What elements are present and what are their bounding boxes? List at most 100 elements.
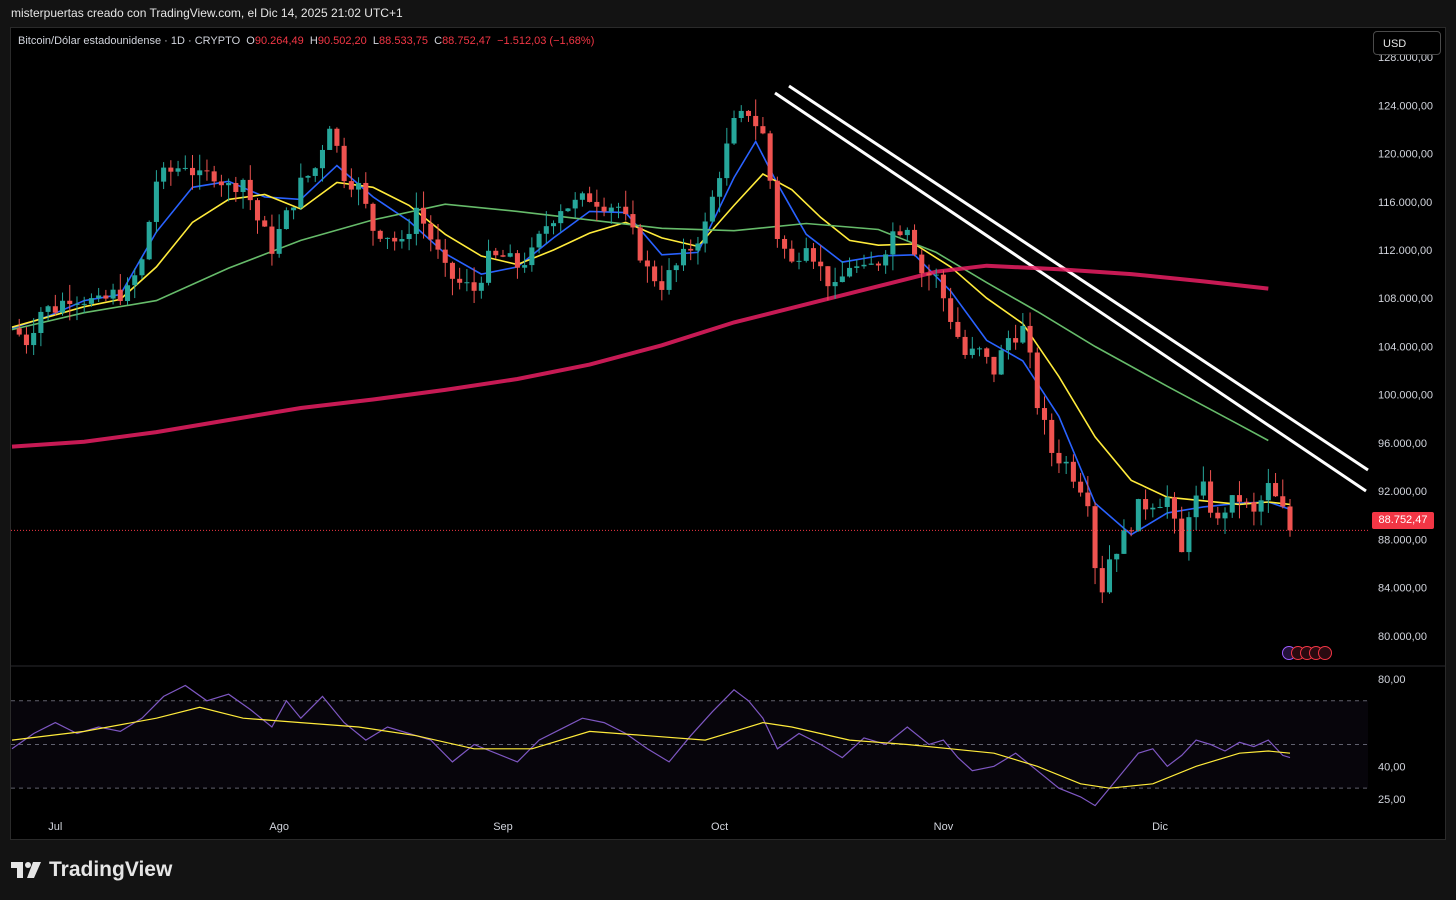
close-value: 88.752,47 (442, 35, 491, 47)
candle-body (825, 266, 831, 287)
candle-body (565, 208, 571, 212)
candle-body (1193, 495, 1199, 518)
candle-body (226, 183, 232, 186)
candle-body (146, 221, 152, 260)
last-price-tag: 88.752,47 (1372, 512, 1434, 529)
currency-button[interactable]: USD (1373, 31, 1441, 55)
candle-body (760, 126, 766, 134)
candle-body (1186, 517, 1192, 553)
candle-body (74, 303, 80, 305)
candle-body (370, 203, 376, 231)
candle-body (240, 179, 246, 192)
candle-body (919, 254, 925, 274)
price-tick-label: 112.000,00 (1378, 245, 1432, 257)
candle-body (861, 264, 867, 267)
candle-body (413, 207, 419, 234)
candle-body (399, 239, 405, 242)
time-tick-label: Jul (48, 821, 62, 833)
price-tick-label: 108.000,00 (1378, 293, 1433, 305)
candle-body (875, 263, 881, 266)
candle-body (1208, 481, 1214, 513)
candle-body (1164, 497, 1170, 507)
candle-body (254, 200, 261, 221)
candle-body (839, 276, 845, 283)
candle-body (731, 118, 737, 144)
candle-body (103, 295, 109, 299)
candle-body (110, 289, 116, 299)
candle-body (984, 348, 990, 357)
candle-body (847, 267, 853, 277)
price-tick-label: 124.000,00 (1378, 100, 1433, 112)
price-tick-label: 100.000,00 (1378, 390, 1433, 402)
price-tick-label: 88.000,00 (1378, 534, 1427, 546)
candle-body (738, 110, 744, 119)
candle-body (623, 206, 629, 215)
candle-body (796, 260, 802, 262)
candle-body (31, 332, 37, 346)
low-label: L (372, 35, 380, 47)
candle-body (601, 206, 607, 212)
candle-body (348, 181, 354, 190)
candle-body (276, 229, 282, 254)
candle-body (803, 248, 809, 261)
candle-body (67, 300, 73, 304)
low-value: 88.533,75 (379, 35, 428, 47)
candle-body (1114, 553, 1120, 560)
candle-body (1085, 492, 1091, 507)
price-tick-label: 116.000,00 (1378, 197, 1432, 209)
candle-body (940, 274, 946, 299)
candle-body (500, 255, 506, 257)
candle-body (1280, 496, 1286, 507)
candle-body (868, 263, 874, 265)
candle-body (153, 181, 159, 222)
candle-body (478, 282, 484, 291)
tradingview-logo[interactable]: TradingView (11, 857, 172, 883)
candle-body (717, 178, 723, 197)
candle-body (88, 298, 94, 304)
rsi-line (11, 684, 1291, 807)
candle-body (23, 334, 29, 346)
us-flag-icon[interactable] (1318, 646, 1332, 660)
candle-body (789, 248, 795, 262)
candle-body (998, 350, 1004, 375)
candle-body (161, 167, 167, 182)
candle-body (182, 167, 188, 169)
change-value: −1.512,03 (−1,68%) (497, 35, 595, 47)
candle-body (377, 230, 383, 239)
candle-body (1070, 461, 1076, 482)
candle-body (1041, 408, 1048, 420)
candle-body (132, 275, 138, 286)
candle-body (514, 253, 520, 268)
candle-body (1078, 481, 1084, 493)
candle-body (948, 298, 954, 322)
candle-body (991, 356, 997, 375)
rsi-tick-label: 80,00 (1378, 674, 1406, 686)
candle-body (319, 149, 326, 169)
rsi-tick-label: 40,00 (1378, 761, 1406, 773)
candle-body (493, 250, 499, 256)
close-label: C (434, 35, 443, 47)
rsi-tick-label: 25,00 (1378, 794, 1406, 806)
symbol-legend[interactable]: Bitcoin/Dólar estadounidense · 1D · CRYP… (18, 35, 594, 47)
candle-body (782, 238, 788, 249)
price-tick-label: 80.000,00 (1378, 631, 1427, 643)
candle-body (406, 233, 412, 240)
candle-body (608, 207, 614, 212)
candle-body (392, 237, 398, 242)
candle-body (175, 168, 181, 172)
candle-body (486, 250, 492, 283)
candle-body (168, 167, 174, 172)
candle-body (695, 243, 701, 251)
candle-body (312, 168, 318, 176)
candle-body (197, 170, 203, 176)
candle-body (579, 193, 585, 200)
event-markers[interactable] (1282, 646, 1332, 660)
candle-body (1020, 325, 1026, 343)
candle-body (854, 266, 860, 268)
candle-body (1251, 502, 1257, 512)
candle-body (384, 237, 390, 239)
candle-body (291, 207, 297, 211)
candle-body (536, 233, 542, 248)
chart-frame[interactable] (10, 27, 1446, 840)
